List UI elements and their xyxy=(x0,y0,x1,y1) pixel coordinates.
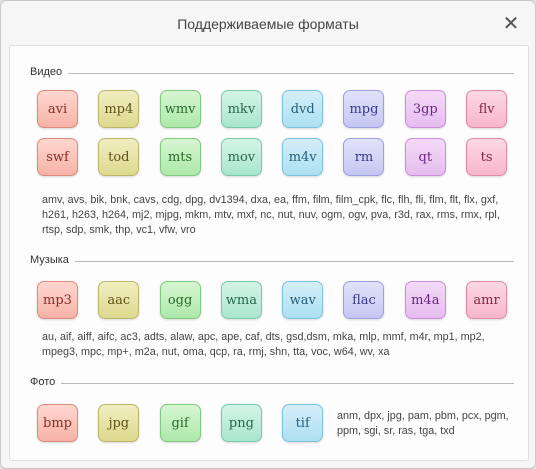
format-badge-tod[interactable]: tod xyxy=(98,138,140,176)
format-badge-wma[interactable]: wma xyxy=(220,281,262,319)
format-badge-aac[interactable]: aac xyxy=(98,281,140,319)
format-badge-dvd[interactable]: dvd xyxy=(282,90,324,128)
section-divider xyxy=(24,261,514,262)
video-format-grid: avi mp4 wmv mkv dvd mpg 3gp flv swf tod … xyxy=(37,90,508,176)
format-badge-mkv[interactable]: mkv xyxy=(220,90,262,128)
photo-format-grid: bmp jpg gif png tif xyxy=(37,404,507,442)
format-badge-ts[interactable]: ts xyxy=(466,138,508,176)
format-badge-m4a[interactable]: m4a xyxy=(404,281,446,319)
format-badge-mp4[interactable]: mp4 xyxy=(98,90,140,128)
formats-panel: Видео avi mp4 wmv mkv dvd mpg 3gp flv sw… xyxy=(9,45,529,461)
format-badge-gif[interactable]: gif xyxy=(159,404,201,442)
photo-section-label: Фото xyxy=(24,376,62,388)
format-badge-jpg[interactable]: jpg xyxy=(98,404,140,442)
format-badge-qt[interactable]: qt xyxy=(404,138,446,176)
dialog-title: Поддерживаемые форматы xyxy=(177,16,359,32)
format-badge-flv[interactable]: flv xyxy=(466,90,508,128)
format-badge-bmp[interactable]: bmp xyxy=(37,404,78,442)
format-badge-mov[interactable]: mov xyxy=(220,138,262,176)
format-badge-ogg[interactable]: ogg xyxy=(159,281,201,319)
format-badge-mp3[interactable]: mp3 xyxy=(37,281,78,319)
music-section-label: Музыка xyxy=(24,254,75,266)
format-badge-amr[interactable]: amr xyxy=(466,281,508,319)
format-badge-mts[interactable]: mts xyxy=(159,138,201,176)
format-badge-m4v[interactable]: m4v xyxy=(282,138,324,176)
format-badge-tif[interactable]: tif xyxy=(282,404,324,442)
video-extra-formats: amv, avs, bik, bnk, cavs, cdg, dpg, dv13… xyxy=(42,194,500,236)
format-badge-wav[interactable]: wav xyxy=(282,281,324,319)
format-badge-mpg[interactable]: mpg xyxy=(343,90,385,128)
format-badge-rm[interactable]: rm xyxy=(343,138,385,176)
section-divider xyxy=(24,73,514,74)
video-section-label: Видео xyxy=(24,66,69,78)
format-badge-wmv[interactable]: wmv xyxy=(159,90,201,128)
format-badge-flac[interactable]: flac xyxy=(343,281,385,319)
music-format-grid: mp3 aac ogg wma wav flac m4a amr xyxy=(37,281,508,319)
photo-extra-formats: anm, dpx, jpg, pam, pbm, pcx, pgm, ppm, … xyxy=(337,410,509,437)
music-extra-formats: au, aif, aiff, aifc, ac3, adts, alaw, ap… xyxy=(42,331,485,358)
format-badge-swf[interactable]: swf xyxy=(37,138,78,176)
close-icon[interactable]: ✕ xyxy=(502,13,520,35)
format-badge-png[interactable]: png xyxy=(220,404,262,442)
section-divider xyxy=(24,383,514,384)
format-badge-3gp[interactable]: 3gp xyxy=(404,90,446,128)
format-badge-avi[interactable]: avi xyxy=(37,90,78,128)
